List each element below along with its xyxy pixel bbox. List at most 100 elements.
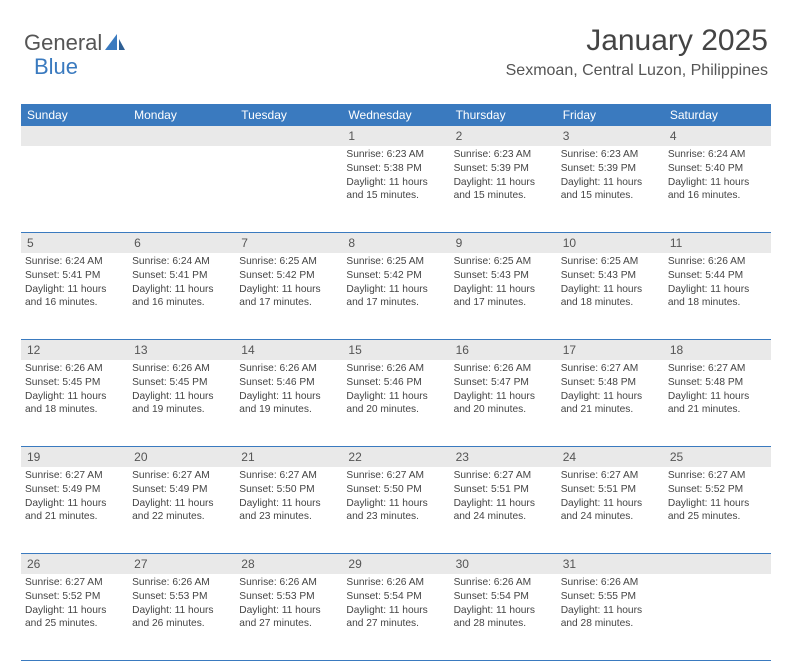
day-number: 30: [450, 554, 557, 574]
day-cell: Sunrise: 6:27 AMSunset: 5:48 PMDaylight:…: [557, 360, 664, 446]
weekday-saturday: Saturday: [664, 104, 771, 126]
day-number: 18: [664, 340, 771, 360]
day-number: 14: [235, 340, 342, 360]
weekday-tuesday: Tuesday: [235, 104, 342, 126]
page-subtitle: Sexmoan, Central Luzon, Philippines: [506, 62, 768, 80]
day-cell: Sunrise: 6:27 AMSunset: 5:51 PMDaylight:…: [450, 467, 557, 553]
day-cell: Sunrise: 6:26 AMSunset: 5:45 PMDaylight:…: [21, 360, 128, 446]
weekday-sunday: Sunday: [21, 104, 128, 126]
day-cell: Sunrise: 6:26 AMSunset: 5:45 PMDaylight:…: [128, 360, 235, 446]
day-info: Sunrise: 6:27 AMSunset: 5:51 PMDaylight:…: [561, 469, 660, 524]
day-cell: Sunrise: 6:23 AMSunset: 5:38 PMDaylight:…: [342, 146, 449, 232]
day-info: Sunrise: 6:27 AMSunset: 5:49 PMDaylight:…: [132, 469, 231, 524]
day-number: 26: [21, 554, 128, 574]
week-row: Sunrise: 6:26 AMSunset: 5:45 PMDaylight:…: [21, 360, 771, 447]
day-info: Sunrise: 6:26 AMSunset: 5:45 PMDaylight:…: [25, 362, 124, 417]
day-number: 11: [664, 233, 771, 253]
day-number: 21: [235, 447, 342, 467]
day-number: 28: [235, 554, 342, 574]
day-number: 4: [664, 126, 771, 146]
day-number: [235, 126, 342, 146]
day-number: 5: [21, 233, 128, 253]
day-info: Sunrise: 6:27 AMSunset: 5:52 PMDaylight:…: [25, 576, 124, 631]
day-number: 31: [557, 554, 664, 574]
day-cell: Sunrise: 6:27 AMSunset: 5:49 PMDaylight:…: [128, 467, 235, 553]
day-info: Sunrise: 6:23 AMSunset: 5:39 PMDaylight:…: [561, 148, 660, 203]
day-number: 15: [342, 340, 449, 360]
day-cell: Sunrise: 6:27 AMSunset: 5:49 PMDaylight:…: [21, 467, 128, 553]
weekday-header: SundayMondayTuesdayWednesdayThursdayFrid…: [21, 104, 771, 126]
day-cell: Sunrise: 6:26 AMSunset: 5:46 PMDaylight:…: [342, 360, 449, 446]
day-info: Sunrise: 6:24 AMSunset: 5:40 PMDaylight:…: [668, 148, 767, 203]
logo-sail-icon: [104, 33, 126, 53]
day-number: 9: [450, 233, 557, 253]
day-info: Sunrise: 6:23 AMSunset: 5:38 PMDaylight:…: [346, 148, 445, 203]
day-info: Sunrise: 6:26 AMSunset: 5:54 PMDaylight:…: [346, 576, 445, 631]
day-number: 3: [557, 126, 664, 146]
week-daynum-row: 262728293031: [21, 554, 771, 574]
day-info: Sunrise: 6:26 AMSunset: 5:45 PMDaylight:…: [132, 362, 231, 417]
page-title: January 2025: [506, 24, 768, 58]
calendar: SundayMondayTuesdayWednesdayThursdayFrid…: [21, 104, 771, 661]
day-cell: Sunrise: 6:26 AMSunset: 5:54 PMDaylight:…: [342, 574, 449, 660]
day-cell: [235, 146, 342, 232]
day-number: 23: [450, 447, 557, 467]
week-row: Sunrise: 6:23 AMSunset: 5:38 PMDaylight:…: [21, 146, 771, 233]
day-cell: Sunrise: 6:23 AMSunset: 5:39 PMDaylight:…: [450, 146, 557, 232]
day-number: 10: [557, 233, 664, 253]
day-number: 6: [128, 233, 235, 253]
week-row: Sunrise: 6:27 AMSunset: 5:49 PMDaylight:…: [21, 467, 771, 554]
week-row: Sunrise: 6:27 AMSunset: 5:52 PMDaylight:…: [21, 574, 771, 661]
day-cell: Sunrise: 6:27 AMSunset: 5:51 PMDaylight:…: [557, 467, 664, 553]
day-info: Sunrise: 6:24 AMSunset: 5:41 PMDaylight:…: [132, 255, 231, 310]
day-cell: Sunrise: 6:24 AMSunset: 5:41 PMDaylight:…: [21, 253, 128, 339]
day-cell: Sunrise: 6:26 AMSunset: 5:46 PMDaylight:…: [235, 360, 342, 446]
day-cell: Sunrise: 6:27 AMSunset: 5:52 PMDaylight:…: [21, 574, 128, 660]
weekday-wednesday: Wednesday: [342, 104, 449, 126]
day-cell: Sunrise: 6:27 AMSunset: 5:48 PMDaylight:…: [664, 360, 771, 446]
weekday-friday: Friday: [557, 104, 664, 126]
day-number: 19: [21, 447, 128, 467]
day-info: Sunrise: 6:27 AMSunset: 5:48 PMDaylight:…: [668, 362, 767, 417]
day-cell: [664, 574, 771, 660]
day-cell: Sunrise: 6:26 AMSunset: 5:55 PMDaylight:…: [557, 574, 664, 660]
day-cell: Sunrise: 6:26 AMSunset: 5:54 PMDaylight:…: [450, 574, 557, 660]
day-number: 8: [342, 233, 449, 253]
day-cell: Sunrise: 6:23 AMSunset: 5:39 PMDaylight:…: [557, 146, 664, 232]
day-cell: Sunrise: 6:25 AMSunset: 5:43 PMDaylight:…: [557, 253, 664, 339]
day-info: Sunrise: 6:26 AMSunset: 5:46 PMDaylight:…: [346, 362, 445, 417]
day-info: Sunrise: 6:27 AMSunset: 5:50 PMDaylight:…: [346, 469, 445, 524]
week-daynum-row: 567891011: [21, 233, 771, 253]
day-cell: Sunrise: 6:25 AMSunset: 5:42 PMDaylight:…: [235, 253, 342, 339]
day-info: Sunrise: 6:27 AMSunset: 5:49 PMDaylight:…: [25, 469, 124, 524]
day-number: 22: [342, 447, 449, 467]
header: January 2025 Sexmoan, Central Luzon, Phi…: [506, 24, 768, 80]
day-cell: Sunrise: 6:25 AMSunset: 5:43 PMDaylight:…: [450, 253, 557, 339]
day-number: 20: [128, 447, 235, 467]
logo-text-blue: Blue: [34, 54, 78, 80]
day-number: 1: [342, 126, 449, 146]
day-info: Sunrise: 6:26 AMSunset: 5:54 PMDaylight:…: [454, 576, 553, 631]
logo-text-gray: General: [24, 30, 102, 56]
day-info: Sunrise: 6:26 AMSunset: 5:53 PMDaylight:…: [239, 576, 338, 631]
day-cell: Sunrise: 6:25 AMSunset: 5:42 PMDaylight:…: [342, 253, 449, 339]
week-daynum-row: 19202122232425: [21, 447, 771, 467]
day-number: [128, 126, 235, 146]
day-info: Sunrise: 6:26 AMSunset: 5:46 PMDaylight:…: [239, 362, 338, 417]
day-info: Sunrise: 6:25 AMSunset: 5:42 PMDaylight:…: [239, 255, 338, 310]
week-daynum-row: 12131415161718: [21, 340, 771, 360]
day-number: 13: [128, 340, 235, 360]
day-cell: Sunrise: 6:27 AMSunset: 5:50 PMDaylight:…: [342, 467, 449, 553]
weekday-monday: Monday: [128, 104, 235, 126]
logo: General: [24, 30, 126, 56]
day-number: 16: [450, 340, 557, 360]
day-info: Sunrise: 6:25 AMSunset: 5:43 PMDaylight:…: [561, 255, 660, 310]
day-cell: Sunrise: 6:24 AMSunset: 5:40 PMDaylight:…: [664, 146, 771, 232]
day-number: 17: [557, 340, 664, 360]
day-info: Sunrise: 6:27 AMSunset: 5:51 PMDaylight:…: [454, 469, 553, 524]
day-info: Sunrise: 6:27 AMSunset: 5:50 PMDaylight:…: [239, 469, 338, 524]
day-number: [21, 126, 128, 146]
day-number: [664, 554, 771, 574]
day-number: 24: [557, 447, 664, 467]
weekday-thursday: Thursday: [450, 104, 557, 126]
